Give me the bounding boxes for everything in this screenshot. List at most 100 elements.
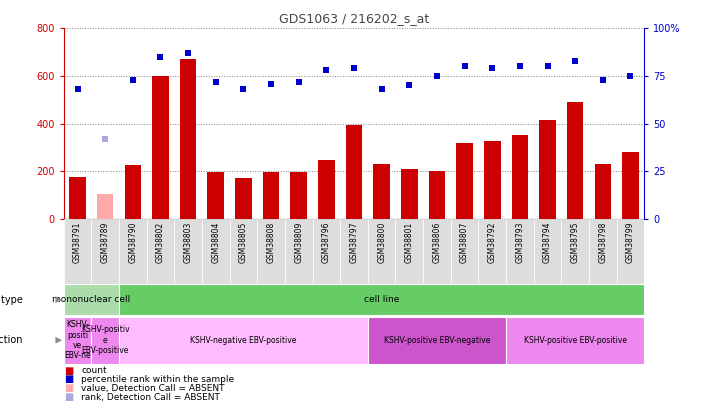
Bar: [368, 219, 396, 284]
Text: GSM38789: GSM38789: [101, 222, 110, 263]
Bar: [207, 172, 224, 219]
Bar: [64, 219, 91, 284]
Text: cell line: cell line: [364, 295, 399, 304]
Text: infection: infection: [0, 335, 23, 345]
Bar: [346, 125, 362, 219]
Text: ■: ■: [64, 392, 73, 402]
Text: KSHV-positiv
e
EBV-positive: KSHV-positiv e EBV-positive: [81, 325, 130, 355]
Bar: [290, 172, 307, 219]
Text: GSM38799: GSM38799: [626, 222, 635, 263]
Point: [293, 79, 304, 85]
Point: [183, 50, 194, 56]
Text: count: count: [81, 366, 107, 375]
Bar: [373, 164, 390, 219]
Bar: [396, 219, 423, 284]
Point: [542, 63, 553, 70]
Text: GSM38808: GSM38808: [267, 222, 275, 263]
Text: GSM38800: GSM38800: [377, 222, 386, 263]
Point: [431, 73, 442, 79]
Text: GSM38794: GSM38794: [543, 222, 552, 263]
Text: GSM38796: GSM38796: [322, 222, 331, 263]
Text: KSHV-positive EBV-positive: KSHV-positive EBV-positive: [524, 336, 627, 345]
Bar: [589, 219, 617, 284]
Text: GSM38790: GSM38790: [128, 222, 137, 263]
Bar: [147, 219, 174, 284]
Bar: [401, 169, 418, 219]
Text: KSHV-negative EBV-positive: KSHV-negative EBV-positive: [190, 336, 297, 345]
Bar: [91, 317, 119, 364]
Point: [569, 58, 581, 64]
Text: ■: ■: [64, 366, 73, 375]
Bar: [423, 219, 451, 284]
Text: cell type: cell type: [0, 295, 23, 305]
Bar: [180, 59, 196, 219]
Text: GSM38793: GSM38793: [515, 222, 525, 263]
Text: GSM38795: GSM38795: [571, 222, 580, 263]
Text: GSM38807: GSM38807: [460, 222, 469, 263]
Point: [597, 77, 608, 83]
Point: [624, 73, 636, 79]
Bar: [119, 317, 368, 364]
Bar: [235, 178, 252, 219]
Point: [348, 65, 360, 72]
Bar: [257, 219, 285, 284]
Bar: [263, 172, 280, 219]
Bar: [119, 219, 147, 284]
Bar: [318, 160, 335, 219]
Bar: [368, 317, 506, 364]
Text: GSM38804: GSM38804: [211, 222, 220, 263]
Text: GDS1063 / 216202_s_at: GDS1063 / 216202_s_at: [279, 12, 429, 25]
Bar: [617, 219, 644, 284]
Bar: [174, 219, 202, 284]
Point: [459, 63, 470, 70]
Point: [155, 53, 166, 60]
Text: GSM38803: GSM38803: [183, 222, 193, 263]
Point: [127, 77, 139, 83]
Point: [321, 67, 332, 73]
Bar: [64, 317, 91, 364]
Text: GSM38809: GSM38809: [295, 222, 303, 263]
Point: [238, 86, 249, 92]
Point: [514, 63, 525, 70]
Bar: [229, 219, 257, 284]
Bar: [97, 194, 113, 219]
Text: GSM38806: GSM38806: [433, 222, 441, 263]
Point: [266, 80, 277, 87]
Bar: [512, 135, 528, 219]
Bar: [125, 165, 141, 219]
Point: [72, 86, 84, 92]
Point: [210, 79, 222, 85]
Text: KSHV-positive EBV-negative: KSHV-positive EBV-negative: [384, 336, 490, 345]
Text: GSM38791: GSM38791: [73, 222, 82, 263]
Bar: [479, 219, 506, 284]
Text: ■: ■: [64, 375, 73, 384]
Text: ■: ■: [64, 384, 73, 393]
Bar: [64, 284, 119, 315]
Bar: [340, 219, 368, 284]
Bar: [506, 219, 534, 284]
Bar: [539, 120, 556, 219]
Bar: [534, 219, 561, 284]
Text: GSM38802: GSM38802: [156, 222, 165, 263]
Point: [376, 86, 387, 92]
Text: percentile rank within the sample: percentile rank within the sample: [81, 375, 234, 384]
Bar: [622, 152, 639, 219]
Bar: [484, 141, 501, 219]
Bar: [595, 164, 611, 219]
Bar: [428, 171, 445, 219]
Bar: [567, 102, 583, 219]
Point: [100, 136, 111, 142]
Bar: [451, 219, 479, 284]
Bar: [312, 219, 340, 284]
Text: KSHV-
positi
ve
EBV-ne: KSHV- positi ve EBV-ne: [64, 320, 91, 360]
Point: [486, 65, 498, 72]
Text: GSM38798: GSM38798: [598, 222, 607, 263]
Bar: [456, 143, 473, 219]
Point: [404, 82, 415, 89]
Text: mononuclear cell: mononuclear cell: [52, 295, 130, 304]
Bar: [91, 219, 119, 284]
Bar: [561, 219, 589, 284]
Bar: [69, 177, 86, 219]
Text: GSM38797: GSM38797: [350, 222, 358, 263]
Bar: [506, 317, 644, 364]
